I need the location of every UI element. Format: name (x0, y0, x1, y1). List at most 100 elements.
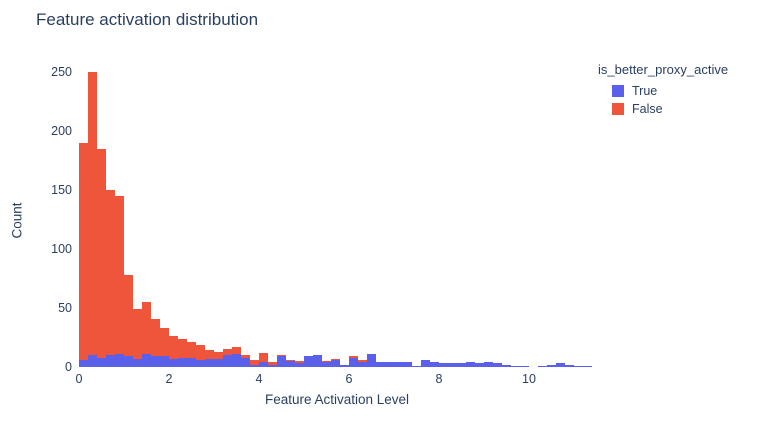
bar-segment-true[interactable] (304, 356, 313, 367)
bar-segment-true[interactable] (97, 357, 106, 367)
bar-segment-false[interactable] (277, 355, 286, 357)
bar-segment-true[interactable] (547, 364, 556, 367)
x-tick-label: 2 (165, 372, 173, 386)
bar-segment-true[interactable] (286, 361, 295, 367)
bar-segment-false[interactable] (232, 346, 241, 355)
bar-segment-false[interactable] (259, 352, 268, 363)
bar-segment-false[interactable] (295, 361, 304, 364)
bar-segment-true[interactable] (574, 365, 583, 367)
legend-item-false[interactable]: False (612, 102, 728, 116)
bar-segment-true[interactable] (259, 362, 268, 367)
legend-title: is_better_proxy_active (598, 62, 729, 77)
bar-segment-true[interactable] (376, 362, 385, 367)
bar-segment-true[interactable] (493, 363, 502, 367)
legend-label-true: True (632, 84, 658, 98)
bar-segment-false[interactable] (250, 359, 259, 365)
bar-segment-false[interactable] (196, 344, 205, 360)
bar-segment-true[interactable] (241, 357, 250, 367)
bar-segment-true[interactable] (187, 357, 196, 367)
bar-segment-false[interactable] (187, 342, 196, 358)
bar-segment-true[interactable] (412, 365, 421, 367)
bar-segment-false[interactable] (322, 361, 331, 363)
bar-segment-true[interactable] (331, 359, 340, 367)
bar-segment-false[interactable] (160, 328, 169, 357)
bar-segment-true[interactable] (322, 362, 331, 367)
bar-segment-true[interactable] (79, 359, 88, 367)
bar-segment-true[interactable] (466, 362, 475, 367)
bar-segment-true[interactable] (439, 363, 448, 367)
x-tick-label: 8 (435, 372, 443, 386)
bar-segment-true[interactable] (421, 359, 430, 367)
bar-segment-false[interactable] (205, 350, 214, 359)
bar-segment-true[interactable] (565, 364, 574, 367)
bar-segment-false[interactable] (286, 359, 295, 362)
bar-segment-true[interactable] (367, 354, 376, 367)
legend-swatch-true-icon (612, 85, 624, 97)
bar-segment-true[interactable] (205, 358, 214, 367)
bar-segment-true[interactable] (475, 363, 484, 367)
legend-swatch-false-icon (612, 103, 624, 115)
bar-segment-false[interactable] (169, 336, 178, 359)
bar-segment-true[interactable] (430, 362, 439, 367)
bar-segment-false[interactable] (349, 356, 358, 358)
bar-segment-true[interactable] (313, 355, 322, 367)
bar-segment-false[interactable] (331, 358, 340, 360)
bar-segment-true[interactable] (457, 363, 466, 367)
bar-segment-false[interactable] (142, 302, 151, 354)
bar-segment-true[interactable] (520, 365, 529, 367)
bar-segment-false[interactable] (97, 148, 106, 358)
bar-segment-true[interactable] (394, 362, 403, 367)
bar-segment-true[interactable] (277, 356, 286, 367)
y-tick-label: 250 (51, 65, 72, 79)
bar-segment-true[interactable] (133, 358, 142, 367)
bar-segment-true[interactable] (502, 364, 511, 367)
bar-segment-true[interactable] (106, 355, 115, 367)
bar-segment-true[interactable] (160, 356, 169, 367)
bar-segment-false[interactable] (241, 355, 250, 358)
bar-segment-false[interactable] (223, 349, 232, 356)
bar-segment-true[interactable] (295, 363, 304, 367)
bar-segment-false[interactable] (358, 359, 367, 363)
legend-item-true[interactable]: True (612, 84, 728, 98)
bar-segment-false[interactable] (88, 72, 97, 356)
bar-segment-true[interactable] (448, 363, 457, 367)
bar-segment-true[interactable] (385, 362, 394, 367)
legend: is_better_proxy_active True False (598, 62, 728, 120)
bar-segment-true[interactable] (556, 363, 565, 367)
bar-segment-true[interactable] (124, 356, 133, 367)
bar-segment-true[interactable] (151, 356, 160, 367)
bar-segment-true[interactable] (403, 362, 412, 367)
bar-segment-true[interactable] (196, 359, 205, 367)
bar-segment-true[interactable] (142, 354, 151, 367)
bar-segment-true[interactable] (223, 355, 232, 367)
bar-segment-true[interactable] (340, 364, 349, 367)
bar-segment-false[interactable] (79, 142, 88, 360)
bar-segment-true[interactable] (268, 364, 277, 367)
bar-segment-true[interactable] (538, 365, 547, 367)
bar-segment-true[interactable] (358, 362, 367, 367)
bar-segment-true[interactable] (484, 362, 493, 367)
x-axis-title: Feature Activation Level (264, 392, 410, 407)
bar-segment-false[interactable] (268, 362, 277, 365)
bar-segment-true[interactable] (349, 357, 358, 367)
bar-segment-true[interactable] (583, 365, 592, 367)
bar-segment-false[interactable] (178, 338, 187, 358)
bar-segment-false[interactable] (124, 274, 133, 357)
bar-segment-true[interactable] (511, 365, 520, 367)
bar-segment-false[interactable] (133, 309, 142, 359)
bar-segment-false[interactable] (214, 351, 223, 359)
bar-segment-false[interactable] (151, 318, 160, 357)
bar-segment-true[interactable] (214, 358, 223, 367)
bar-segment-true[interactable] (178, 357, 187, 367)
bar-segment-false[interactable] (115, 195, 124, 354)
legend-label-false: False (632, 102, 663, 116)
x-tick-label: 6 (345, 372, 353, 386)
bar-segment-false[interactable] (106, 190, 115, 356)
bar-segment-true[interactable] (115, 354, 124, 367)
bar-segment-true[interactable] (88, 355, 97, 367)
bar-segment-true[interactable] (250, 364, 259, 367)
bar-segment-true[interactable] (169, 358, 178, 367)
bar-segment-true[interactable] (232, 354, 241, 367)
